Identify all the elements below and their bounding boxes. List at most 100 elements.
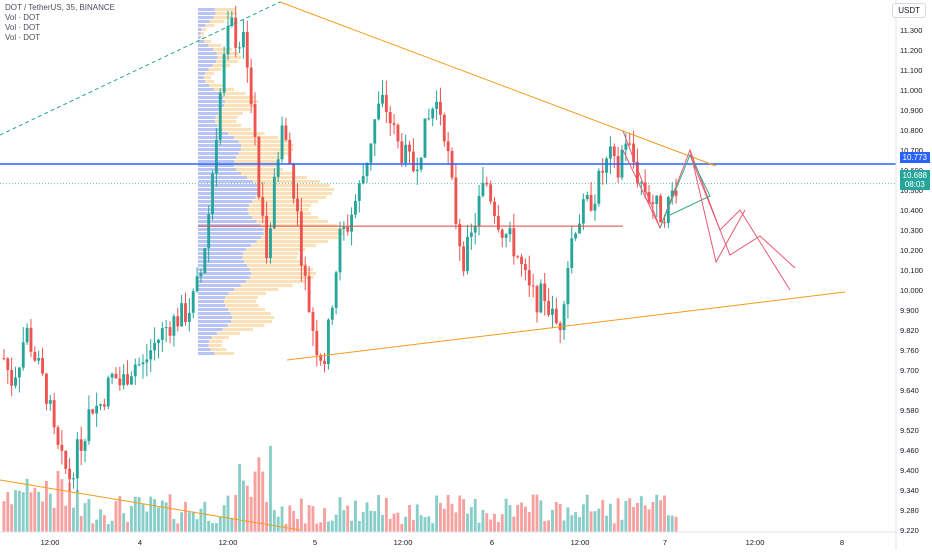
profile-bar-buy bbox=[198, 312, 231, 315]
candle-body bbox=[207, 214, 211, 249]
candle-body bbox=[462, 246, 466, 272]
profile-bar-sell bbox=[225, 296, 259, 299]
profile-bar-buy bbox=[198, 304, 226, 307]
x-tick-label: 12:00 bbox=[41, 538, 60, 547]
profile-bar-sell bbox=[215, 116, 238, 119]
volume-bar bbox=[578, 517, 581, 532]
volume-bar bbox=[64, 505, 68, 532]
volume-bar bbox=[257, 457, 261, 532]
candle-body bbox=[168, 327, 172, 336]
candle-body bbox=[643, 182, 647, 193]
candle-body bbox=[245, 31, 249, 68]
profile-bar-sell bbox=[228, 292, 267, 295]
candle-body bbox=[365, 162, 369, 177]
candle-body bbox=[520, 256, 523, 265]
profile-bar-sell bbox=[214, 352, 235, 355]
profile-bar-sell bbox=[223, 96, 255, 99]
candle-body bbox=[160, 328, 164, 340]
profile-bar-buy bbox=[198, 288, 235, 291]
ascending-trendline bbox=[286, 291, 846, 361]
volume-bar bbox=[400, 523, 404, 532]
volume-bar bbox=[292, 511, 296, 532]
profile-bar-sell bbox=[218, 112, 243, 115]
x-tick-label: 12:00 bbox=[746, 538, 765, 547]
profile-bar-buy bbox=[198, 260, 245, 263]
y-tick-label: 10.700 bbox=[900, 146, 923, 155]
candle-body bbox=[516, 256, 520, 258]
candle-body bbox=[315, 330, 319, 356]
volume-bar bbox=[570, 515, 574, 532]
candle-body bbox=[326, 319, 330, 365]
profile-bar-sell bbox=[263, 228, 344, 231]
candle-body bbox=[431, 108, 435, 119]
candle-body bbox=[423, 118, 427, 158]
profile-bar-buy bbox=[198, 148, 241, 151]
candle-body bbox=[149, 350, 153, 360]
candle-body bbox=[396, 124, 400, 142]
x-tick-label: 6 bbox=[490, 538, 494, 547]
volume-bar bbox=[211, 523, 214, 532]
volume-bar bbox=[612, 523, 616, 532]
volume-bar bbox=[180, 512, 184, 532]
volume-bar bbox=[431, 523, 435, 532]
y-tick-label: 10.300 bbox=[900, 226, 923, 235]
volume-bar bbox=[176, 523, 180, 532]
profile-bar-sell bbox=[252, 180, 320, 183]
x-tick-label: 4 bbox=[138, 538, 142, 547]
profile-bar-sell bbox=[232, 316, 275, 319]
currency-badge[interactable]: USDT bbox=[892, 3, 926, 18]
profile-bar-buy bbox=[198, 92, 220, 95]
volume-bar bbox=[558, 503, 562, 532]
candle-body bbox=[392, 123, 396, 125]
profile-bar-sell bbox=[205, 24, 215, 27]
profile-bar-buy bbox=[198, 76, 204, 79]
volume-bar bbox=[245, 485, 249, 532]
candle-body bbox=[72, 478, 75, 480]
candle-body bbox=[477, 195, 481, 226]
y-tick-label: 10.100 bbox=[900, 266, 923, 275]
candle-body bbox=[323, 360, 326, 365]
profile-bar-buy bbox=[198, 192, 259, 195]
profile-bar-buy bbox=[198, 48, 214, 51]
candle-body bbox=[554, 308, 558, 324]
profile-bar-buy bbox=[198, 80, 206, 83]
candle-body bbox=[257, 136, 261, 198]
profile-bar-sell bbox=[233, 164, 278, 167]
volume-bar bbox=[636, 502, 639, 532]
volume-bar bbox=[419, 515, 423, 532]
volume-bar bbox=[87, 499, 91, 532]
volume-bar bbox=[296, 518, 299, 532]
profile-bar-buy bbox=[198, 96, 224, 99]
profile-bar-sell bbox=[251, 200, 318, 203]
candle-body bbox=[199, 273, 203, 277]
candle-body bbox=[21, 342, 25, 368]
profile-bar-sell bbox=[203, 76, 212, 79]
profile-bar-sell bbox=[217, 56, 242, 59]
profile-bar-sell bbox=[234, 160, 279, 163]
volume-bar bbox=[72, 507, 75, 532]
candle-body bbox=[357, 183, 361, 201]
volume-bar bbox=[83, 503, 87, 532]
volume-bar bbox=[551, 509, 554, 532]
profile-bar-sell bbox=[249, 268, 314, 271]
profile-bar-sell bbox=[260, 224, 338, 227]
profile-bar-sell bbox=[231, 320, 272, 323]
profile-bar-sell bbox=[256, 220, 329, 223]
volume-bar bbox=[315, 523, 319, 532]
volume-bar bbox=[91, 523, 95, 532]
volume-bar bbox=[485, 513, 489, 532]
volume-bar bbox=[187, 512, 191, 532]
candle-body bbox=[663, 222, 666, 224]
volume-bar bbox=[334, 514, 338, 532]
candle-body bbox=[222, 54, 226, 93]
volume-bar bbox=[153, 499, 157, 532]
volume-bar bbox=[516, 504, 520, 532]
candle-body bbox=[133, 364, 137, 377]
candle-body bbox=[164, 327, 168, 329]
volume-bar bbox=[384, 497, 388, 532]
candle-body bbox=[176, 316, 180, 327]
price-axis-bg bbox=[896, 0, 932, 550]
profile-bar-buy bbox=[198, 40, 204, 43]
